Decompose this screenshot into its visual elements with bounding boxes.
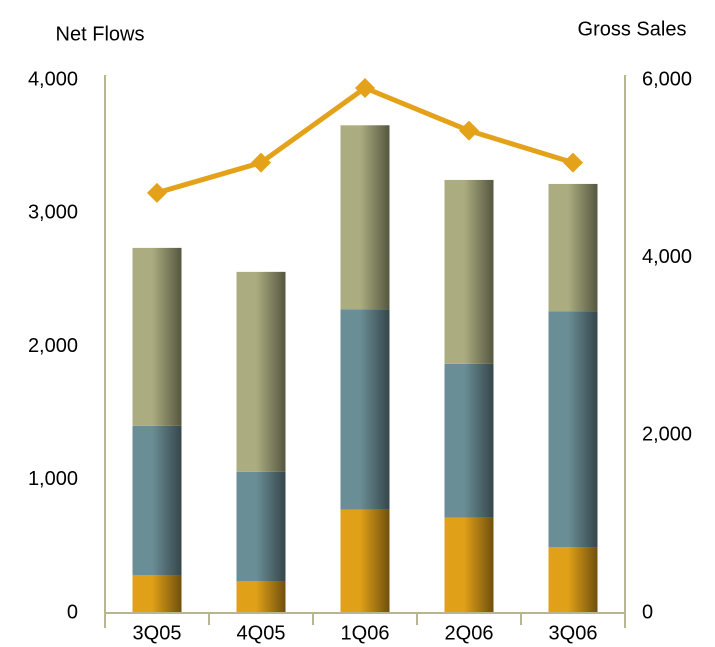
bar-shade [444,517,494,613]
bar-shade [548,311,598,548]
bar-shade [444,363,494,518]
x-tick-label: 1Q06 [341,622,390,644]
line-marker [355,77,375,98]
line-marker [251,152,271,173]
bar-shade [132,425,182,576]
y2-tick-label: 0 [642,601,653,623]
y2-tick-label: 2,000 [642,424,692,446]
bar-shade [340,509,390,613]
y2-tick-label: 4,000 [642,246,692,268]
bar-shade [548,547,598,613]
y-tick-label: 0 [67,601,78,623]
bar-shade [236,271,286,472]
x-tick-label: 3Q06 [549,622,598,644]
line-marker [459,120,479,141]
line-marker [563,152,583,173]
x-tick-label: 4Q05 [237,622,286,644]
y2-axis-title: Gross Sales [578,18,687,40]
bar-shade [340,309,390,510]
y-tick-label: 3,000 [28,202,78,224]
x-tick-label: 2Q06 [445,622,494,644]
y-axis-title: Net Flows [56,23,145,45]
y-tick-label: 1,000 [28,468,78,490]
y-tick-label: 4,000 [28,68,78,90]
bar-shade [340,125,390,310]
bar-shade [236,581,286,613]
bar-shade [548,183,598,312]
bar-shade [132,247,182,426]
bar-shade [132,575,182,613]
bar-shade [444,179,494,364]
line-marker [147,182,167,203]
bar-shade [236,471,286,582]
x-tick-label: 3Q05 [133,622,182,644]
y2-tick-label: 6,000 [642,68,692,90]
y-tick-label: 2,000 [28,335,78,357]
